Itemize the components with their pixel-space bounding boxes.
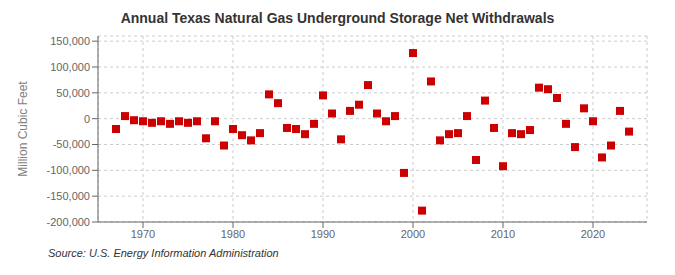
html-text:Source: U.S. Energy Informatio: Source: U.S. Energy Information Administ… (48, 247, 279, 259)
html-text:Annual Texas Natural Gas Under: Annual Texas Natural Gas Underground Sto… (120, 10, 555, 26)
svg-text:-50,000: -50,000 (53, 138, 90, 150)
svg-text:-200,000: -200,000 (47, 216, 90, 228)
svg-text:1980: 1980 (221, 228, 245, 240)
svg-text:2010: 2010 (491, 228, 515, 240)
svg-text:50,000: 50,000 (56, 87, 90, 99)
svg-text:2020: 2020 (581, 228, 605, 240)
svg-text:-150,000: -150,000 (47, 190, 90, 202)
svg-text:1990: 1990 (311, 228, 335, 240)
svg-text:Million Cubic Feet: Million Cubic Feet (16, 81, 30, 177)
svg-text:2000: 2000 (401, 228, 425, 240)
svg-text:100,000: 100,000 (50, 61, 90, 73)
svg-text:0: 0 (84, 113, 90, 125)
svg-text:150,000: 150,000 (50, 35, 90, 47)
svg-text:1970: 1970 (131, 228, 155, 240)
svg-text:-100,000: -100,000 (47, 164, 90, 176)
